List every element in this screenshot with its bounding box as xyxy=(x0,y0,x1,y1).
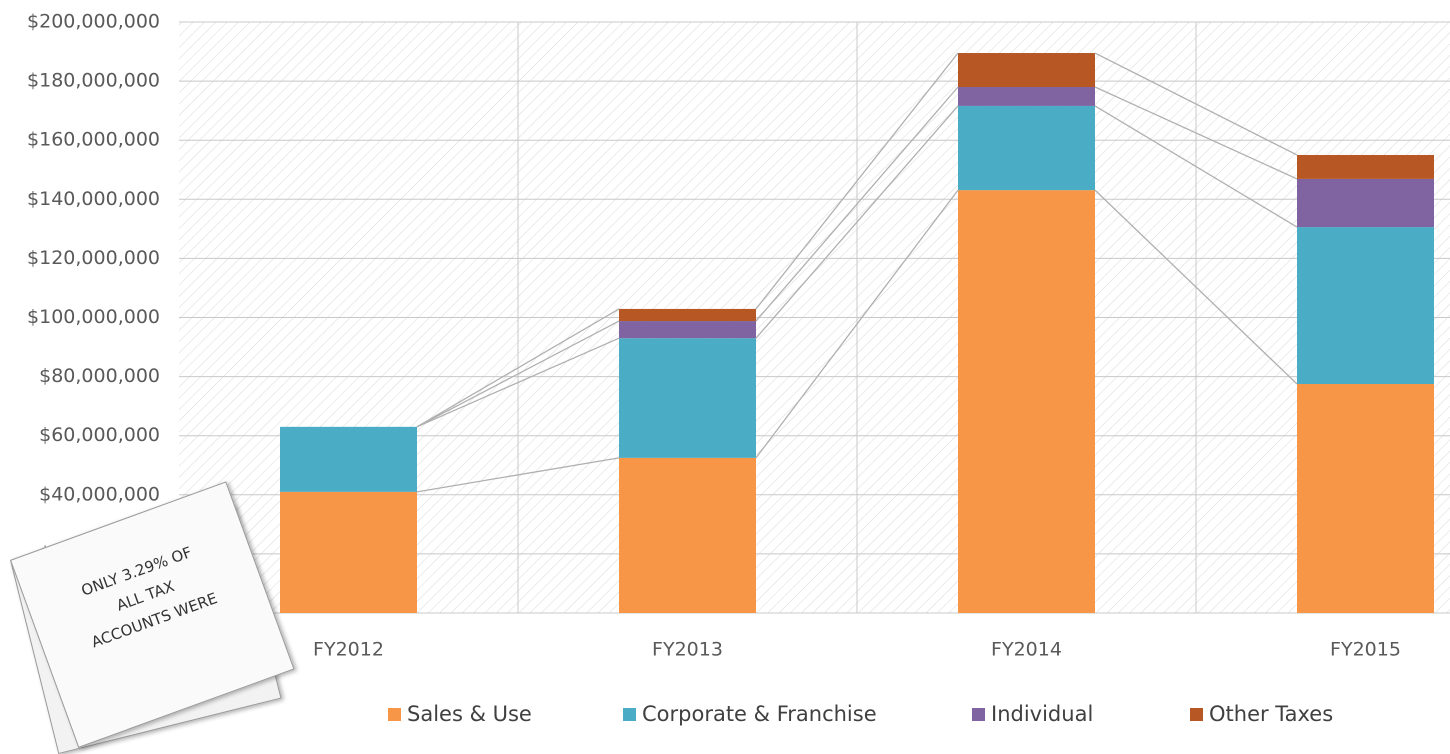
legend-label: Individual xyxy=(991,702,1093,726)
legend-label: Other Taxes xyxy=(1209,702,1333,726)
series-line xyxy=(755,52,959,310)
x-tick-label: FY2014 xyxy=(991,639,1062,661)
legend-label: Corporate & Franchise xyxy=(642,702,877,726)
series-line xyxy=(755,105,959,339)
x-tick-label: FY2013 xyxy=(652,639,723,661)
bar-segment xyxy=(958,53,1095,88)
legend-swatch xyxy=(388,708,401,721)
series-line xyxy=(1094,86,1298,180)
series-line xyxy=(416,308,620,428)
bar-segment xyxy=(1297,178,1434,228)
series-line xyxy=(416,457,620,493)
legend-swatch xyxy=(1190,708,1203,721)
chart: $0$20,000,000$40,000,000$60,000,000$80,0… xyxy=(27,11,1450,726)
y-tick-label: $180,000,000 xyxy=(27,70,160,92)
legend-swatch xyxy=(623,708,636,721)
bar-segment xyxy=(619,338,756,458)
series-line xyxy=(416,320,620,428)
y-tick-label: $40,000,000 xyxy=(39,483,160,505)
series-line xyxy=(755,189,959,459)
bar-segment xyxy=(1297,227,1434,384)
y-tick-label: $120,000,000 xyxy=(27,247,160,269)
y-tick-label: $200,000,000 xyxy=(27,11,160,33)
legend-label: Sales & Use xyxy=(407,702,532,726)
bar-segment xyxy=(958,190,1095,613)
x-tick-label: FY2015 xyxy=(1330,639,1401,661)
bar-segment xyxy=(1297,154,1434,179)
series-line xyxy=(416,337,620,428)
x-tick-label: FY2012 xyxy=(313,639,384,661)
y-tick-label: $160,000,000 xyxy=(27,129,160,151)
bar-segment xyxy=(958,105,1095,191)
page: $0$20,000,000$40,000,000$60,000,000$80,0… xyxy=(10,10,1450,754)
series-line xyxy=(1094,105,1298,228)
bar-segment xyxy=(619,457,756,613)
bar-segment xyxy=(958,87,1095,106)
bar-segment xyxy=(280,426,417,492)
y-tick-label: $100,000,000 xyxy=(27,306,160,328)
series-line xyxy=(755,86,959,322)
legend-swatch xyxy=(972,708,985,721)
y-tick-label: $80,000,000 xyxy=(39,365,160,387)
bar-segment xyxy=(619,321,756,339)
y-tick-label: $60,000,000 xyxy=(39,424,160,446)
bar-segment xyxy=(280,491,417,613)
bar-segment xyxy=(1297,383,1434,613)
y-tick-label: $140,000,000 xyxy=(27,188,160,210)
series-line xyxy=(1094,189,1298,385)
bar-segment xyxy=(619,308,756,322)
series-line xyxy=(1094,52,1298,156)
